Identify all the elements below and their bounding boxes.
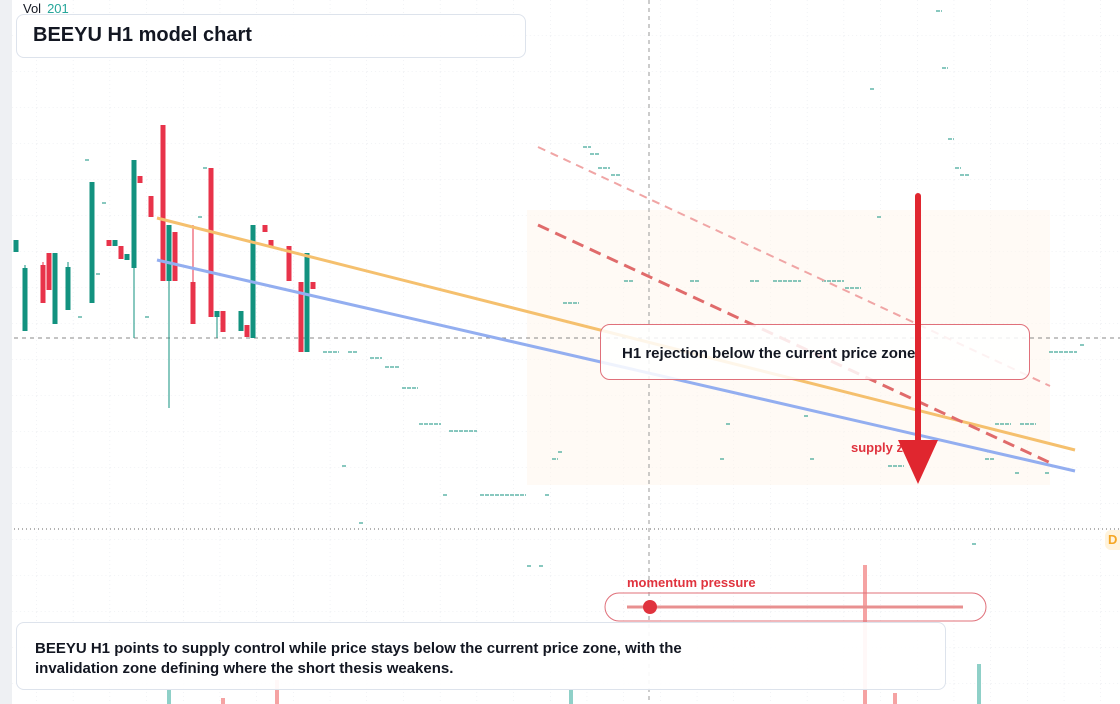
candle-body <box>262 225 268 232</box>
candle-body <box>137 176 143 183</box>
callout: H1 rejection below the current price zon… <box>600 324 1030 380</box>
candle-body <box>131 160 137 268</box>
candle-body <box>238 311 244 331</box>
volume <box>167 664 981 704</box>
volume-bar <box>893 693 897 704</box>
dashed-line <box>537 146 1051 387</box>
candle-body <box>118 246 124 259</box>
vol-value: 201 <box>47 1 69 16</box>
candle-body <box>244 325 250 337</box>
candle-body <box>268 240 274 246</box>
candle-body <box>52 253 58 324</box>
candle-body <box>160 125 166 281</box>
volume-bar <box>167 690 171 704</box>
candle-body <box>172 232 178 281</box>
candle-body <box>46 253 52 290</box>
candle-body <box>112 240 118 246</box>
candle-body <box>148 196 154 217</box>
left-rail <box>0 0 12 704</box>
slider-frame <box>604 592 987 622</box>
volume-bar <box>569 690 573 704</box>
title: BEEYU H1 model chart <box>33 24 252 46</box>
candle-body <box>190 282 196 324</box>
supply-label: supply zone <box>851 440 927 455</box>
candle-body <box>124 254 130 260</box>
candle-body <box>304 253 310 352</box>
vol-label: Vol <box>23 1 42 16</box>
candle-body <box>65 267 71 310</box>
candle-body <box>40 265 46 303</box>
edge-tag: D <box>1105 530 1120 550</box>
volume-bar <box>221 698 225 704</box>
volume-bar <box>977 664 981 704</box>
candle-body <box>286 246 292 281</box>
summary-box: BEEYU H1 points to supply control while … <box>16 622 946 690</box>
callout-text: H1 rejection below the current price zon… <box>622 345 916 362</box>
candle-body <box>106 240 112 246</box>
candle-body <box>22 268 28 331</box>
slider-knob <box>643 600 657 614</box>
volume-bar <box>275 680 279 704</box>
candles <box>13 10 1085 567</box>
candle-body <box>214 311 220 317</box>
candle-body <box>89 182 95 303</box>
candle-body <box>208 168 214 317</box>
title-box: BEEYU H1 model chart <box>16 14 526 58</box>
candle-body <box>220 311 226 332</box>
candle-body <box>166 225 172 281</box>
volume-legend: Vol 201 <box>23 1 69 16</box>
momentum-label: momentum pressure <box>627 575 756 590</box>
summary: BEEYU H1 points to supply control while … <box>35 640 682 677</box>
candle-body <box>310 282 316 289</box>
candle-body <box>298 282 304 352</box>
candle-body <box>13 240 19 252</box>
